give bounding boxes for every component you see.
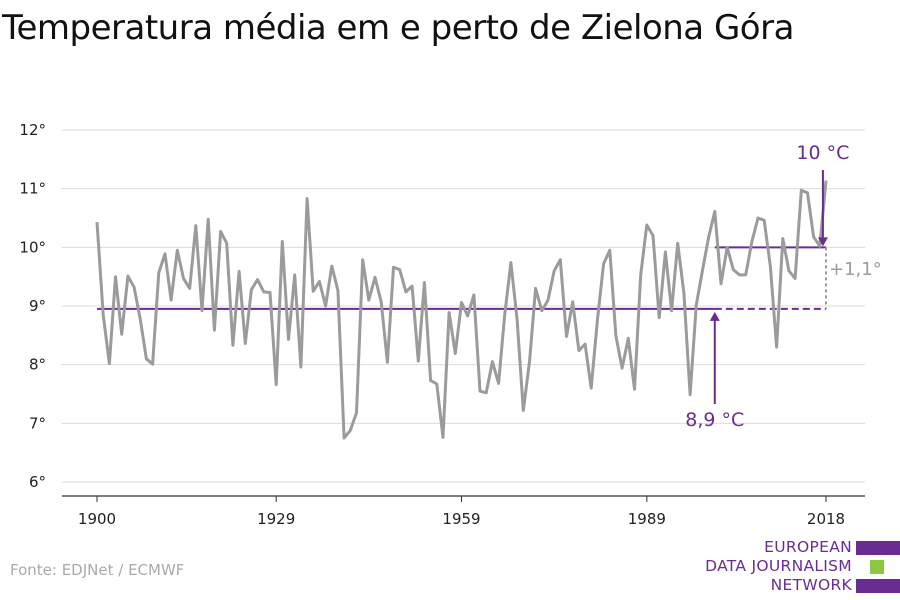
logo-bar-purple-bottom [856,579,900,593]
y-tick-label: 10° [19,238,46,256]
x-tick-label: 1900 [78,510,116,528]
y-tick-label: 7° [29,414,46,432]
gridlines [62,129,865,483]
y-axis-ticks: 6° 7° 8° 9° 10° 11° 12° [19,121,46,491]
x-tick-label: 1959 [442,510,480,528]
logo-bar-purple-top [856,541,900,555]
chart-title: Temperatura média em e perto de Zielona … [2,8,794,48]
logo-line-3: NETWORK [770,576,852,594]
annotation-baseline-mean: 8,9 °C [685,409,744,431]
y-tick-label: 6° [29,473,46,491]
y-tick-label: 12° [19,121,46,139]
logo-line-1: EUROPEAN [764,538,852,556]
x-axis: 1900 1929 1959 1989 2018 [62,495,865,528]
series-group [95,180,828,440]
x-tick-label: 1989 [628,510,666,528]
annotation-difference: +1,1° [829,259,882,280]
logo-line-2: DATA JOURNALISM [705,557,852,575]
y-tick-label: 9° [29,297,46,315]
y-tick-label: 8° [29,356,46,374]
arrow-10c-head [817,237,828,247]
x-tick-label: 1929 [257,510,295,528]
annotations: 10 °C 8,9 °C +1,1° [685,142,881,431]
temperature-series-line [95,180,828,440]
source-note: Fonte: EDJNet / ECMWF [10,561,185,579]
arrow-89c-head [709,311,720,321]
reference-lines [97,246,826,310]
edjnet-logo: EUROPEAN DATA JOURNALISM NETWORK [700,538,900,598]
y-tick-label: 11° [19,180,46,198]
logo-bar-green [870,560,884,574]
annotation-recent-mean: 10 °C [796,142,849,164]
x-tick-label: 2018 [807,510,845,528]
